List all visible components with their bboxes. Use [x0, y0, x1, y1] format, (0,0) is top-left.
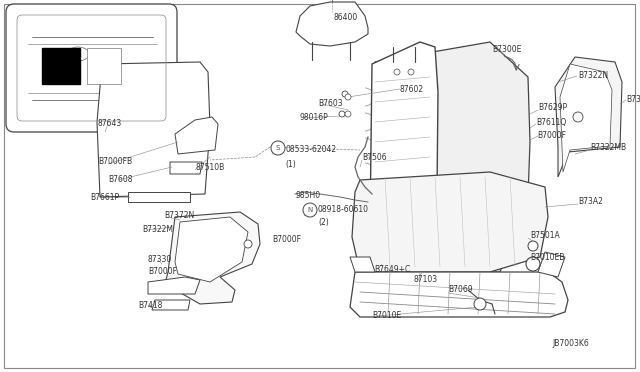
Bar: [42, 48, 80, 84]
Text: B7418: B7418: [138, 301, 163, 311]
Circle shape: [342, 91, 348, 97]
Circle shape: [339, 111, 345, 117]
Polygon shape: [350, 257, 375, 272]
Text: B7010E: B7010E: [372, 311, 401, 321]
Text: 87330: 87330: [148, 256, 172, 264]
Text: (2): (2): [318, 218, 329, 227]
Circle shape: [394, 69, 400, 75]
Text: S: S: [276, 145, 280, 151]
Text: 87602: 87602: [400, 84, 424, 93]
Circle shape: [345, 94, 351, 100]
Polygon shape: [368, 42, 530, 272]
Text: JB7003K6: JB7003K6: [552, 340, 589, 349]
Text: 87510B: 87510B: [196, 164, 225, 173]
Text: B7010EB: B7010EB: [530, 253, 564, 263]
Circle shape: [528, 241, 538, 251]
FancyBboxPatch shape: [6, 4, 177, 132]
Polygon shape: [555, 57, 622, 177]
Text: B7000F: B7000F: [272, 235, 301, 244]
Text: B7000FB: B7000FB: [98, 157, 132, 167]
Text: 985H0: 985H0: [296, 192, 321, 201]
Polygon shape: [128, 192, 190, 202]
Circle shape: [271, 141, 285, 155]
Text: B73A2: B73A2: [578, 198, 603, 206]
Text: B7300E: B7300E: [492, 45, 522, 55]
Circle shape: [474, 298, 486, 310]
Polygon shape: [560, 64, 612, 172]
Polygon shape: [152, 300, 190, 310]
Circle shape: [408, 69, 414, 75]
Text: 87103: 87103: [414, 276, 438, 285]
Text: 86400: 86400: [333, 13, 357, 22]
Bar: [87, 48, 121, 84]
Polygon shape: [352, 172, 548, 272]
Text: B7322N: B7322N: [578, 71, 608, 80]
Polygon shape: [170, 162, 202, 174]
Text: B7603: B7603: [318, 99, 342, 109]
Text: B7322MB: B7322MB: [590, 144, 626, 153]
Text: 98016P: 98016P: [300, 113, 329, 122]
Text: B7649+C: B7649+C: [374, 264, 410, 273]
Text: B7322M: B7322M: [142, 224, 173, 234]
Circle shape: [244, 240, 252, 248]
Polygon shape: [538, 252, 565, 277]
Text: B7611Q: B7611Q: [536, 118, 566, 126]
Polygon shape: [350, 272, 568, 317]
Circle shape: [345, 111, 351, 117]
Text: B7069: B7069: [448, 285, 472, 295]
Text: B7629P: B7629P: [538, 103, 567, 112]
Polygon shape: [296, 2, 368, 46]
Text: (1): (1): [285, 160, 296, 169]
Text: B7000F: B7000F: [537, 131, 566, 140]
Polygon shape: [175, 117, 218, 154]
Text: B7372N: B7372N: [164, 212, 195, 221]
Text: 08918-60610: 08918-60610: [318, 205, 369, 215]
Text: B7331N: B7331N: [626, 96, 640, 105]
Text: B7000F: B7000F: [148, 267, 177, 276]
Polygon shape: [148, 277, 200, 294]
Circle shape: [526, 257, 540, 271]
Text: B7661P: B7661P: [90, 192, 119, 202]
Text: B7501A: B7501A: [530, 231, 560, 241]
Polygon shape: [175, 217, 248, 282]
Circle shape: [573, 112, 583, 122]
Text: N: N: [307, 207, 312, 213]
Ellipse shape: [67, 47, 89, 61]
Text: 08533-62042: 08533-62042: [285, 145, 336, 154]
Polygon shape: [368, 42, 438, 269]
Polygon shape: [165, 212, 260, 304]
Circle shape: [303, 203, 317, 217]
Polygon shape: [97, 62, 210, 197]
Text: B7608: B7608: [108, 176, 132, 185]
Text: 87643: 87643: [98, 119, 122, 128]
Text: B7506: B7506: [362, 154, 387, 163]
